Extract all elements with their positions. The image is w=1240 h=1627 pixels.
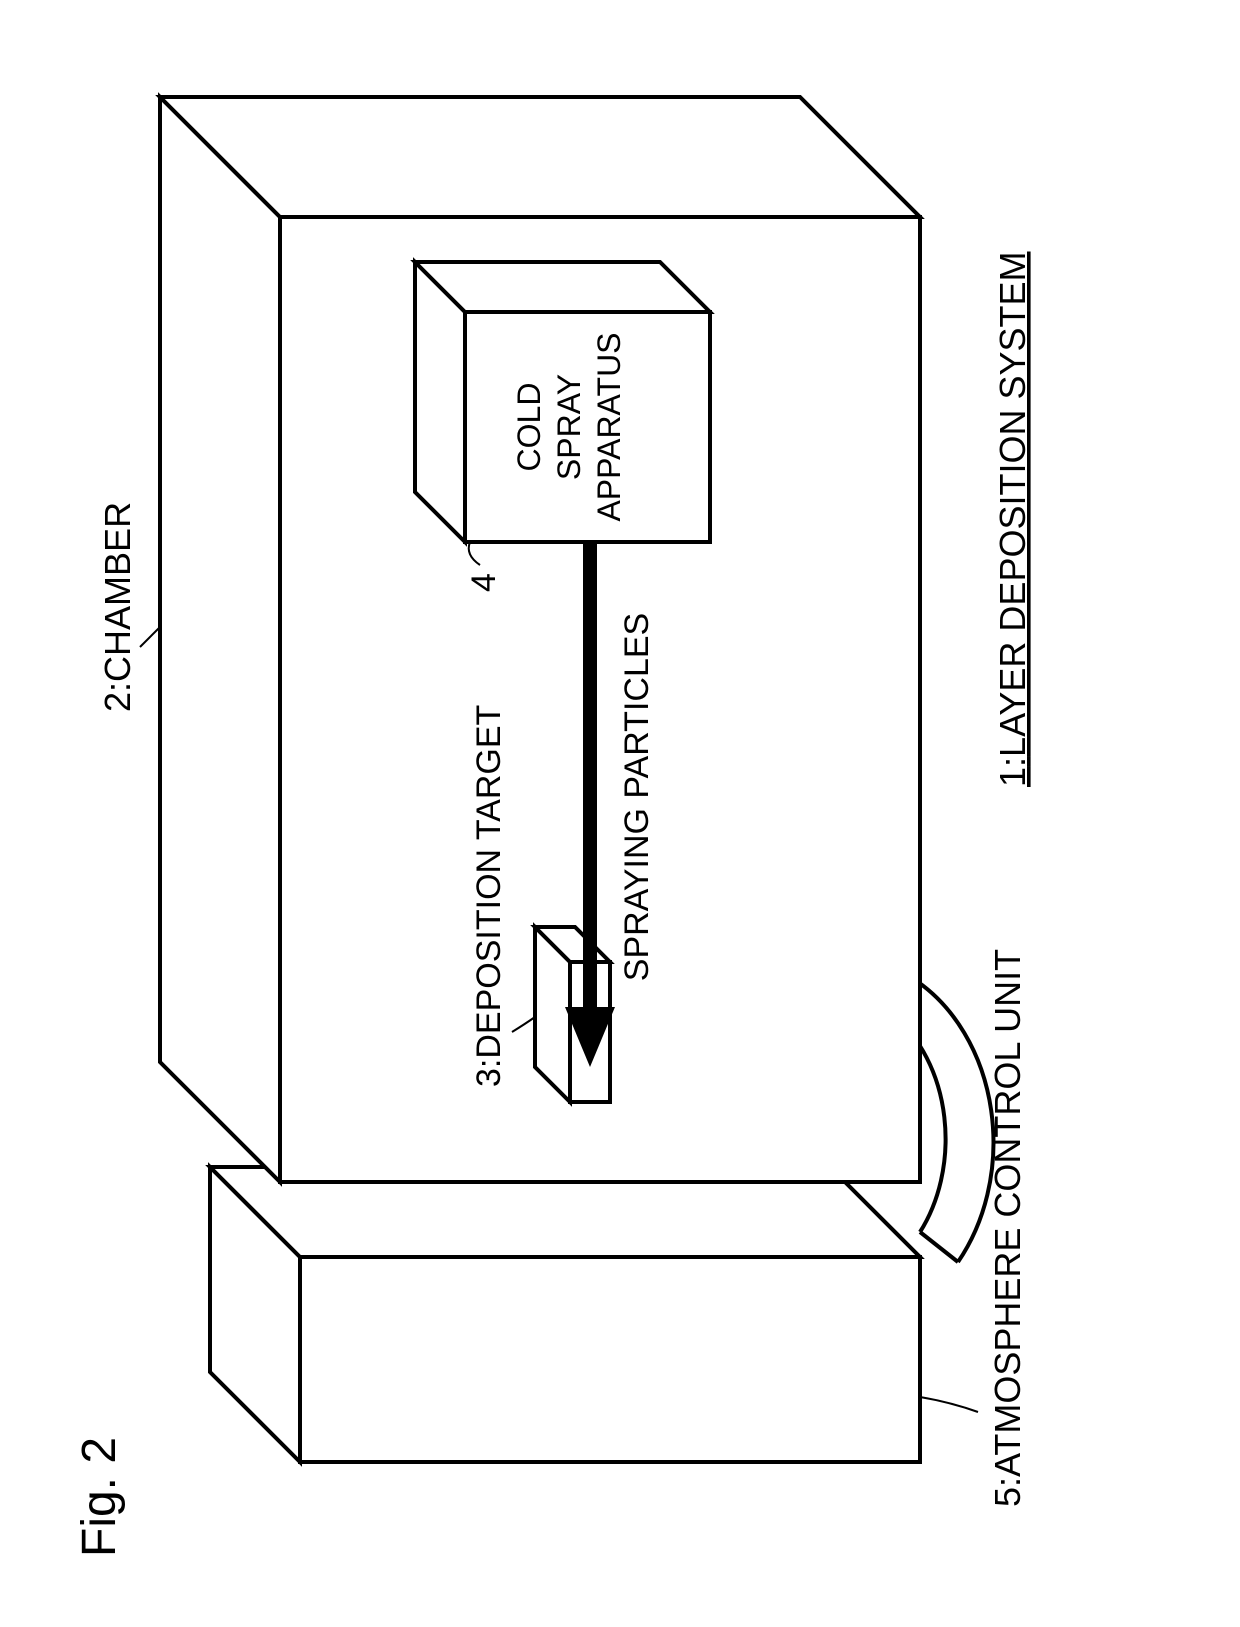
label-cold: COLD [511,383,547,472]
atmosphere-control-unit [210,1167,920,1462]
label-apparatus: APPARATUS [591,332,627,521]
label-dt-text: DEPOSITION TARGET [470,705,508,1059]
label-4-num: 4 [465,573,503,592]
diagram-root: Fig. 2 [0,0,1240,1627]
label-atm-text: ATMOSPHERE CONTROL UNIT [987,949,1028,1477]
label-deposition-target: 3:DEPOSITION TARGET [470,705,508,1087]
leader-5 [920,1397,978,1412]
figure-title: Fig. 2 [73,1437,126,1557]
label-chamber-num: 2 [97,692,138,712]
label-spray: SPRAY [551,374,587,480]
label-dt-num: 3 [470,1068,508,1087]
label-spraying-particles: SPRAYING PARTICLES [618,613,656,981]
label-atmosphere: 5:ATMOSPHERE CONTROL UNIT [987,949,1028,1507]
leader-2 [140,627,160,647]
diagram-svg: Fig. 2 [0,0,1240,1627]
label-atm-num: 5 [987,1487,1028,1507]
label-chamber-text: CHAMBER [97,502,138,682]
label-system: 1:LAYER DEPOSITION SYSTEM [992,252,1033,788]
label-sys-num: 1 [992,767,1033,787]
label-chamber: 2:CHAMBER [97,502,138,712]
label-sys-text: LAYER DEPOSITION SYSTEM [992,252,1033,757]
